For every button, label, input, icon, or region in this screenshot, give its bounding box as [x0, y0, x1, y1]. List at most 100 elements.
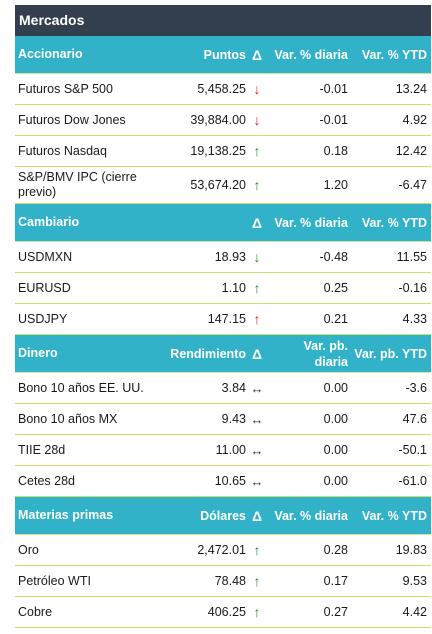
row-daily-change: 0.18 [323, 144, 348, 158]
table-row: Futuros Dow Jones 39,884.00 ↓ -0.01 4.92 [15, 105, 431, 136]
arrow-down-icon: ↓ [253, 249, 261, 265]
row-name: USDJPY [18, 311, 68, 326]
table-body: Accionario Puntos Δ Var. % diaria Var. % YTD… [15, 36, 431, 628]
row-daily-change: 0.17 [323, 574, 348, 588]
row-ytd-change: -6.47 [398, 178, 428, 192]
row-ytd-change: -61.0 [398, 474, 428, 488]
row-name: USDMXN [18, 249, 73, 264]
row-ytd-change: -0.16 [398, 281, 428, 295]
row-name: Futuros Dow Jones [18, 112, 126, 127]
row-daily-change: 0.21 [323, 312, 348, 326]
header-daily: Var. % diaria [274, 47, 348, 62]
row-name: Petróleo WTI [18, 573, 91, 588]
table-row: Bono 10 años MX 9.43 ↔ 0.00 47.6 [15, 404, 431, 435]
arrow-up-icon: ↑ [253, 311, 261, 327]
arrow-flat-icon: ↔ [250, 411, 264, 427]
arrow-flat-icon: ↔ [250, 442, 264, 458]
table-row: USDJPY 147.15 ↑ 0.21 4.33 [15, 304, 431, 335]
row-value: 10.65 [214, 474, 246, 488]
header-category: Materias primas [18, 508, 114, 522]
header-ytd: Var. % YTD [361, 47, 427, 62]
header-delta: Δ [251, 507, 263, 524]
row-name: Cetes 28d [18, 473, 75, 488]
row-value: 11.00 [215, 443, 246, 457]
row-daily-change: -0.01 [319, 82, 349, 96]
row-daily-change: 0.27 [323, 605, 348, 619]
row-daily-change: 1.20 [323, 178, 348, 192]
header-daily: Var. % diaria [274, 215, 348, 230]
arrow-up-icon: ↑ [253, 177, 261, 193]
header-category: Accionario [18, 47, 83, 61]
header-daily: Var. pb. diaria [303, 338, 348, 369]
table-row: Bono 10 años EE. UU. 3.84 ↔ 0.00 -3.6 [15, 373, 431, 404]
header-category: Cambiario [18, 215, 80, 229]
row-value: 18.93 [214, 250, 246, 264]
row-ytd-change: 11.55 [396, 250, 427, 264]
row-ytd-change: 4.33 [402, 312, 427, 326]
row-ytd-change: 19.83 [395, 543, 427, 557]
table-row: S&P/BMV IPC (cierre previo) 53,674.20 ↑ 1.2… [15, 167, 431, 204]
row-daily-change: -0.48 [319, 250, 349, 264]
arrow-flat-icon: ↔ [250, 380, 264, 396]
header-delta: Δ [251, 345, 263, 362]
row-name: EURUSD [18, 280, 71, 295]
row-value: 1.10 [221, 281, 246, 295]
row-value: 19,138.25 [190, 144, 246, 158]
row-name: Cobre [18, 604, 53, 619]
row-name: S&P/BMV IPC (cierre previo) [18, 170, 137, 199]
arrow-up-icon: ↑ [253, 542, 261, 558]
row-ytd-change: 47.6 [402, 412, 427, 426]
header-value: Rendimiento [170, 346, 246, 361]
row-ytd-change: -3.6 [405, 381, 427, 395]
row-name: Bono 10 años EE. UU. [18, 380, 144, 395]
table-row: TIIE 28d 11.00 ↔ 0.00 -50.1 [15, 435, 431, 466]
table-row: EURUSD 1.10 ↑ 0.25 -0.16 [15, 273, 431, 304]
row-daily-change: 0.25 [323, 281, 348, 295]
arrow-down-icon: ↓ [253, 112, 261, 128]
header-ytd: Var. % YTD [361, 508, 427, 523]
row-value: 147.15 [207, 312, 246, 326]
row-value: 53,674.20 [190, 178, 246, 192]
row-name: Futuros Nasdaq [18, 143, 107, 158]
row-ytd-change: 4.42 [402, 605, 427, 619]
arrow-down-icon: ↓ [253, 81, 261, 97]
header-daily: Var. % diaria [274, 508, 348, 523]
row-daily-change: -0.01 [319, 113, 349, 127]
row-ytd-change: -50.1 [398, 443, 428, 457]
row-value: 5,458.25 [197, 82, 246, 96]
row-value: 406.25 [207, 605, 246, 619]
section-header: Accionario Puntos Δ Var. % diaria Var. % YTD [15, 36, 431, 74]
table-title: Mercados [15, 5, 431, 36]
header-ytd: Var. pb. YTD [354, 346, 427, 361]
markets-table: Mercados Accionario Puntos Δ Var. % diaria V… [15, 5, 431, 628]
header-value: Puntos [203, 47, 246, 62]
header-delta: Δ [251, 46, 263, 63]
table-row: Petróleo WTI 78.48 ↑ 0.17 9.53 [15, 566, 431, 597]
row-ytd-change: 12.42 [395, 144, 427, 158]
table-row: USDMXN 18.93 ↓ -0.48 11.55 [15, 242, 431, 273]
row-value: 2,472.01 [197, 543, 246, 557]
row-value: 3.84 [221, 381, 246, 395]
arrow-up-icon: ↑ [253, 573, 261, 589]
arrow-up-icon: ↑ [253, 604, 261, 620]
row-daily-change: 0.00 [323, 474, 348, 488]
row-ytd-change: 13.24 [395, 82, 427, 96]
header-ytd: Var. % YTD [361, 215, 427, 230]
row-daily-change: 0.28 [323, 543, 348, 557]
row-value: 9.43 [221, 412, 246, 426]
row-name: Oro [18, 542, 39, 557]
table-row: Futuros Nasdaq 19,138.25 ↑ 0.18 12.42 [15, 136, 431, 167]
table-row: Cobre 406.25 ↑ 0.27 4.42 [15, 597, 431, 628]
row-value: 78.48 [214, 574, 246, 588]
arrow-up-icon: ↑ [253, 280, 261, 296]
row-name: Futuros S&P 500 [18, 81, 113, 96]
row-daily-change: 0.00 [323, 412, 348, 426]
section-header: Cambiario Δ Var. % diaria Var. % YTD [15, 204, 431, 242]
header-value: Dólares [200, 508, 246, 523]
header-category: Dinero [18, 346, 58, 360]
arrow-flat-icon: ↔ [250, 473, 264, 489]
row-value: 39,884.00 [190, 113, 246, 127]
table-row: Futuros S&P 500 5,458.25 ↓ -0.01 13.24 [15, 74, 431, 105]
table-row: Oro 2,472.01 ↑ 0.28 19.83 [15, 535, 431, 566]
header-delta: Δ [251, 214, 263, 231]
